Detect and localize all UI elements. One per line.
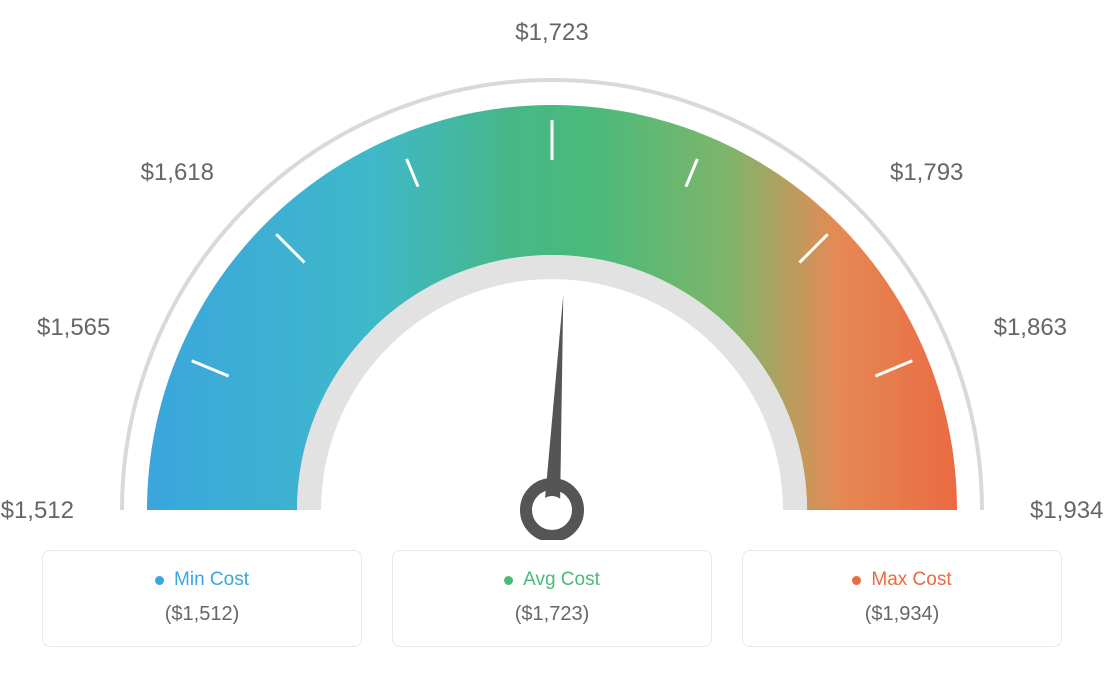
svg-text:$1,793: $1,793 [890, 159, 963, 186]
legend-value-avg: ($1,723) [413, 603, 691, 626]
svg-text:$1,618: $1,618 [141, 159, 214, 186]
bullet-icon [504, 576, 513, 585]
legend-title-avg: Avg Cost [504, 569, 600, 591]
svg-text:$1,934: $1,934 [1030, 497, 1103, 524]
legend-label-min: Min Cost [174, 569, 249, 591]
svg-text:$1,863: $1,863 [994, 314, 1067, 341]
gauge-svg: $1,512 $1,565 $1,618 $1,723 $1,793 $1,863 $1,9… [0, 0, 1104, 540]
legend-row: Min Cost ($1,512) Avg Cost ($1,723) Max … [0, 550, 1104, 647]
svg-text:$1,565: $1,565 [37, 314, 110, 341]
legend-label-avg: Avg Cost [523, 569, 600, 591]
legend-card-min: Min Cost ($1,512) [42, 550, 362, 647]
legend-card-avg: Avg Cost ($1,723) [392, 550, 712, 647]
legend-title-max: Max Cost [852, 569, 951, 591]
chart-container: $1,512 $1,565 $1,618 $1,723 $1,793 $1,863 $1,9… [0, 0, 1104, 690]
legend-label-max: Max Cost [871, 569, 951, 591]
gauge-area: $1,512 $1,565 $1,618 $1,723 $1,793 $1,863 $1,9… [0, 0, 1104, 540]
legend-title-min: Min Cost [155, 569, 249, 591]
svg-text:$1,723: $1,723 [515, 19, 588, 46]
legend-value-min: ($1,512) [63, 603, 341, 626]
bullet-icon [155, 576, 164, 585]
legend-card-max: Max Cost ($1,934) [742, 550, 1062, 647]
legend-value-max: ($1,934) [763, 603, 1041, 626]
svg-text:$1,512: $1,512 [1, 497, 74, 524]
bullet-icon [852, 576, 861, 585]
